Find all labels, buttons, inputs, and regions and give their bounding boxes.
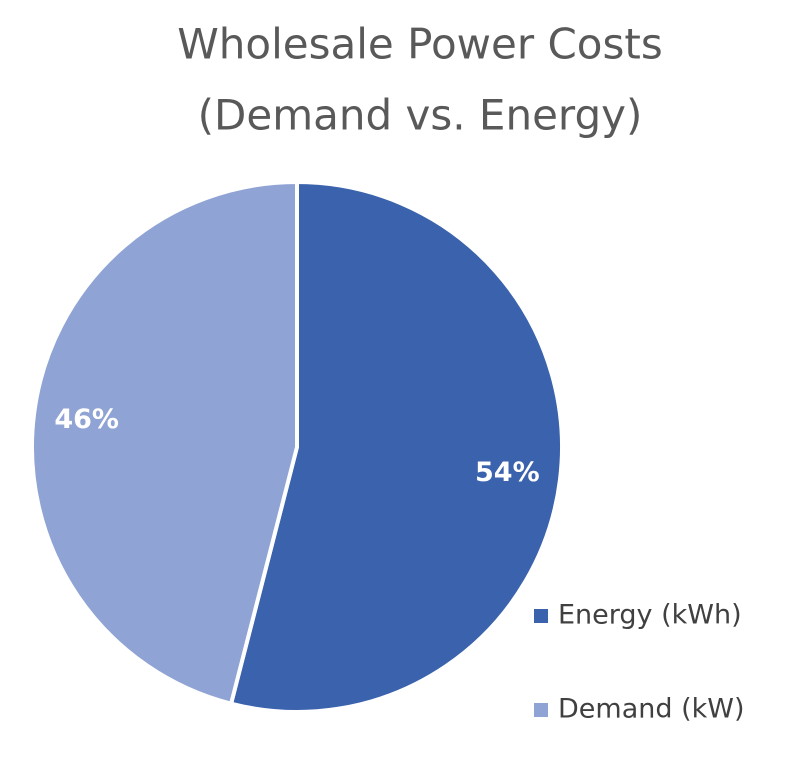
chart-title: (Demand vs. Energy) xyxy=(198,91,643,140)
legend-swatch xyxy=(534,609,548,623)
legend-label: Energy (kWh) xyxy=(558,600,742,631)
pie-slice xyxy=(29,179,299,707)
data-label: 54% xyxy=(475,457,540,488)
legend-label: Demand (kW) xyxy=(558,694,744,725)
legend-swatch xyxy=(534,703,548,717)
pie-slice xyxy=(228,179,564,714)
data-label: 46% xyxy=(54,404,119,435)
chart-title: Wholesale Power Costs xyxy=(177,20,662,69)
